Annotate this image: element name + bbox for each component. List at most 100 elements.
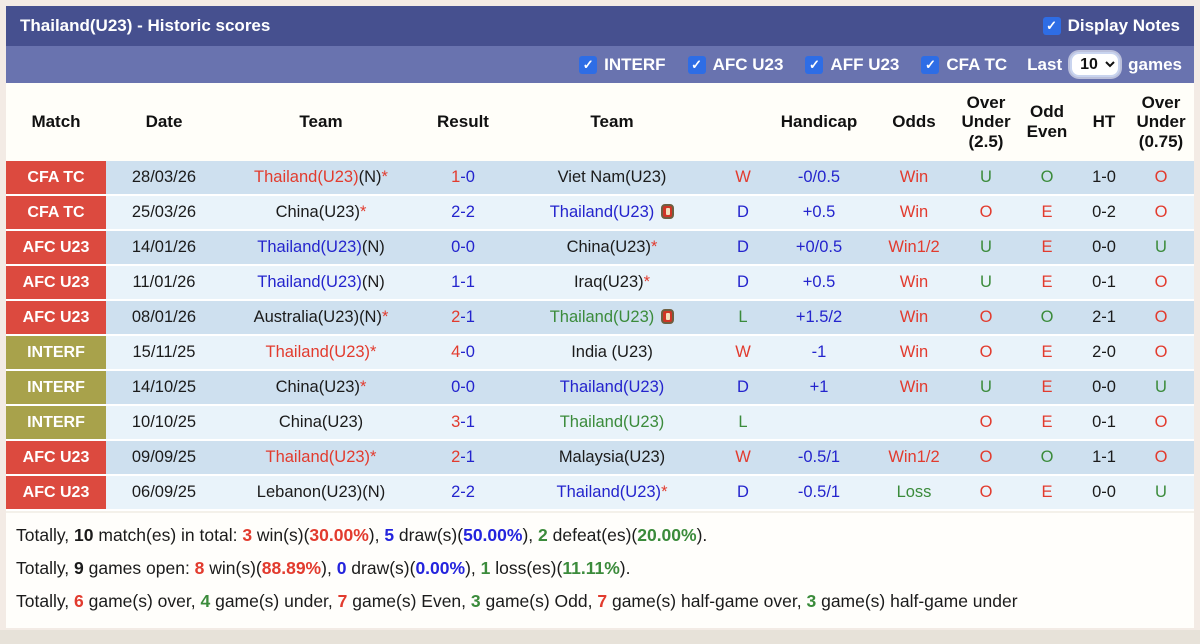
summary-line-2: Totally, 9 games open: 8 win(s)(88.89%),… [16,552,1184,585]
match-type-cell: AFC U23 [6,231,106,266]
away-team-cell[interactable]: Thailand(U23) [506,371,718,406]
date-cell: 08/01/26 [106,301,222,336]
over-under-075-cell: O [1128,196,1194,231]
over-under-25-cell: O [958,406,1014,441]
odds-cell: Win [870,161,958,196]
column-header: Over Under (0.75) [1128,83,1194,161]
summary-section: Totally, 10 match(es) in total: 3 win(s)… [6,511,1194,628]
date-cell: 15/11/25 [106,336,222,371]
result-score: 3 [451,413,461,431]
filter-checkbox-label: AFF U23 [830,54,900,74]
result-score: 2-2 [451,203,475,221]
over-under-25-cell: U [958,266,1014,301]
away-team-cell[interactable]: Iraq(U23)* [506,266,718,301]
away-team-cell[interactable]: Thailand(U23)* [506,476,718,511]
table-row: INTERF 15/11/25 Thailand(U23)* 4-0 India (U2… [6,336,1194,371]
match-type-badge: CFA TC [6,196,106,229]
result-score: -1 [460,308,475,326]
odd-even-cell: E [1014,476,1080,511]
handicap-cell: +0/0.5 [768,231,870,266]
filter-checkbox-afc-u23[interactable]: ✓ AFC U23 [687,55,783,75]
date-cell: 10/10/25 [106,406,222,441]
ht-cell: 0-2 [1080,196,1128,231]
home-team-name: * [381,168,388,186]
summary-segment: ). [696,525,708,545]
column-header: Odds [870,83,958,161]
home-team-cell[interactable]: Australia(U23)(N)* [222,301,420,336]
away-team-cell[interactable]: China(U23)* [506,231,718,266]
home-team-name: China(U23) [275,203,360,221]
summary-segment: 10 [74,525,94,545]
odds-cell: Win [870,301,958,336]
away-team-cell[interactable]: Viet Nam(U23) [506,161,718,196]
table-row: INTERF 14/10/25 China(U23)* 0-0 Thailand(U23… [6,371,1194,406]
summary-segment: 4 [200,591,211,611]
ht-cell: 2-1 [1080,301,1128,336]
odds-cell: Win [870,336,958,371]
match-type-badge: INTERF [6,371,106,404]
filter-checkbox-aff-u23[interactable]: ✓ AFF U23 [805,55,899,75]
odd-even-cell: E [1014,231,1080,266]
column-header: HT [1080,83,1128,161]
checkbox-icon[interactable]: ✓ [805,55,824,74]
home-team-cell[interactable]: Thailand(U23)(N) [222,266,420,301]
home-team-name: Thailand(U23)* [265,343,377,361]
over-under-075-cell: U [1128,371,1194,406]
date-cell: 09/09/25 [106,441,222,476]
handicap-cell: -0.5/1 [768,441,870,476]
summary-segment: 6 [74,591,84,611]
away-team-cell[interactable]: India (U23) [506,336,718,371]
home-team-cell[interactable]: Thailand(U23)* [222,441,420,476]
handicap-cell: -1 [768,336,870,371]
summary-line-3: Totally, 6 game(s) over, 4 game(s) under… [16,585,1184,618]
odds-cell: Win [870,266,958,301]
home-team-cell[interactable]: China(U23) [222,406,420,441]
checkbox-icon[interactable]: ✓ [579,55,598,74]
last-games-select[interactable]: 10 [1070,52,1121,77]
match-type-cell: CFA TC [6,196,106,231]
column-header: Over Under (2.5) [958,83,1014,161]
match-type-cell: INTERF [6,406,106,441]
handicap-cell [768,406,870,441]
over-under-075-cell: O [1128,406,1194,441]
wdl-cell: W [718,336,768,371]
checkbox-icon[interactable]: ✓ [687,55,706,74]
away-team-cell[interactable]: Thailand(U23) [506,196,718,231]
result-cell: 2-2 [420,196,506,231]
checkbox-icon[interactable]: ✓ [1042,17,1061,35]
home-team-cell[interactable]: Thailand(U23)* [222,336,420,371]
home-team-name: Thailand(U23) [257,238,362,256]
display-notes-toggle[interactable]: ✓ Display Notes [1042,16,1180,36]
away-team-cell[interactable]: Thailand(U23) [506,301,718,336]
away-team-name: Thailand(U23) [559,378,665,396]
away-team-name: * [650,238,658,256]
filter-checkbox-interf[interactable]: ✓ INTERF [579,54,666,75]
date-cell: 06/09/25 [106,476,222,511]
summary-segment: ), [368,525,385,545]
ht-cell: 0-0 [1080,231,1128,266]
filter-checkbox-cfa-tc[interactable]: ✓ CFA TC [921,55,1007,75]
handicap-cell: +1 [768,371,870,406]
match-type-badge: INTERF [6,336,106,369]
filter-checkbox-label: INTERF [604,54,666,74]
over-under-25-cell: O [958,196,1014,231]
checkbox-icon[interactable]: ✓ [921,55,940,74]
home-team-cell[interactable]: Lebanon(U23)(N) [222,476,420,511]
summary-segment: loss(es)( [490,558,563,578]
summary-segment: 30.00% [309,525,369,545]
column-header: Date [106,83,222,161]
home-team-cell[interactable]: China(U23)* [222,196,420,231]
home-team-cell[interactable]: Thailand(U23)(N)* [222,161,420,196]
result-score: -0 [460,168,475,186]
handicap-cell: -0.5/1 [768,476,870,511]
odd-even-cell: O [1014,161,1080,196]
wdl-cell: D [718,266,768,301]
away-team-name: Iraq(U23) [573,273,644,291]
away-team-cell[interactable]: Thailand(U23) [506,406,718,441]
home-team-cell[interactable]: China(U23)* [222,371,420,406]
ht-cell: 0-1 [1080,406,1128,441]
summary-segment: draw(s)( [346,558,416,578]
home-team-cell[interactable]: Thailand(U23)(N) [222,231,420,266]
away-team-cell[interactable]: Malaysia(U23) [506,441,718,476]
summary-segment: 3 [242,525,253,545]
